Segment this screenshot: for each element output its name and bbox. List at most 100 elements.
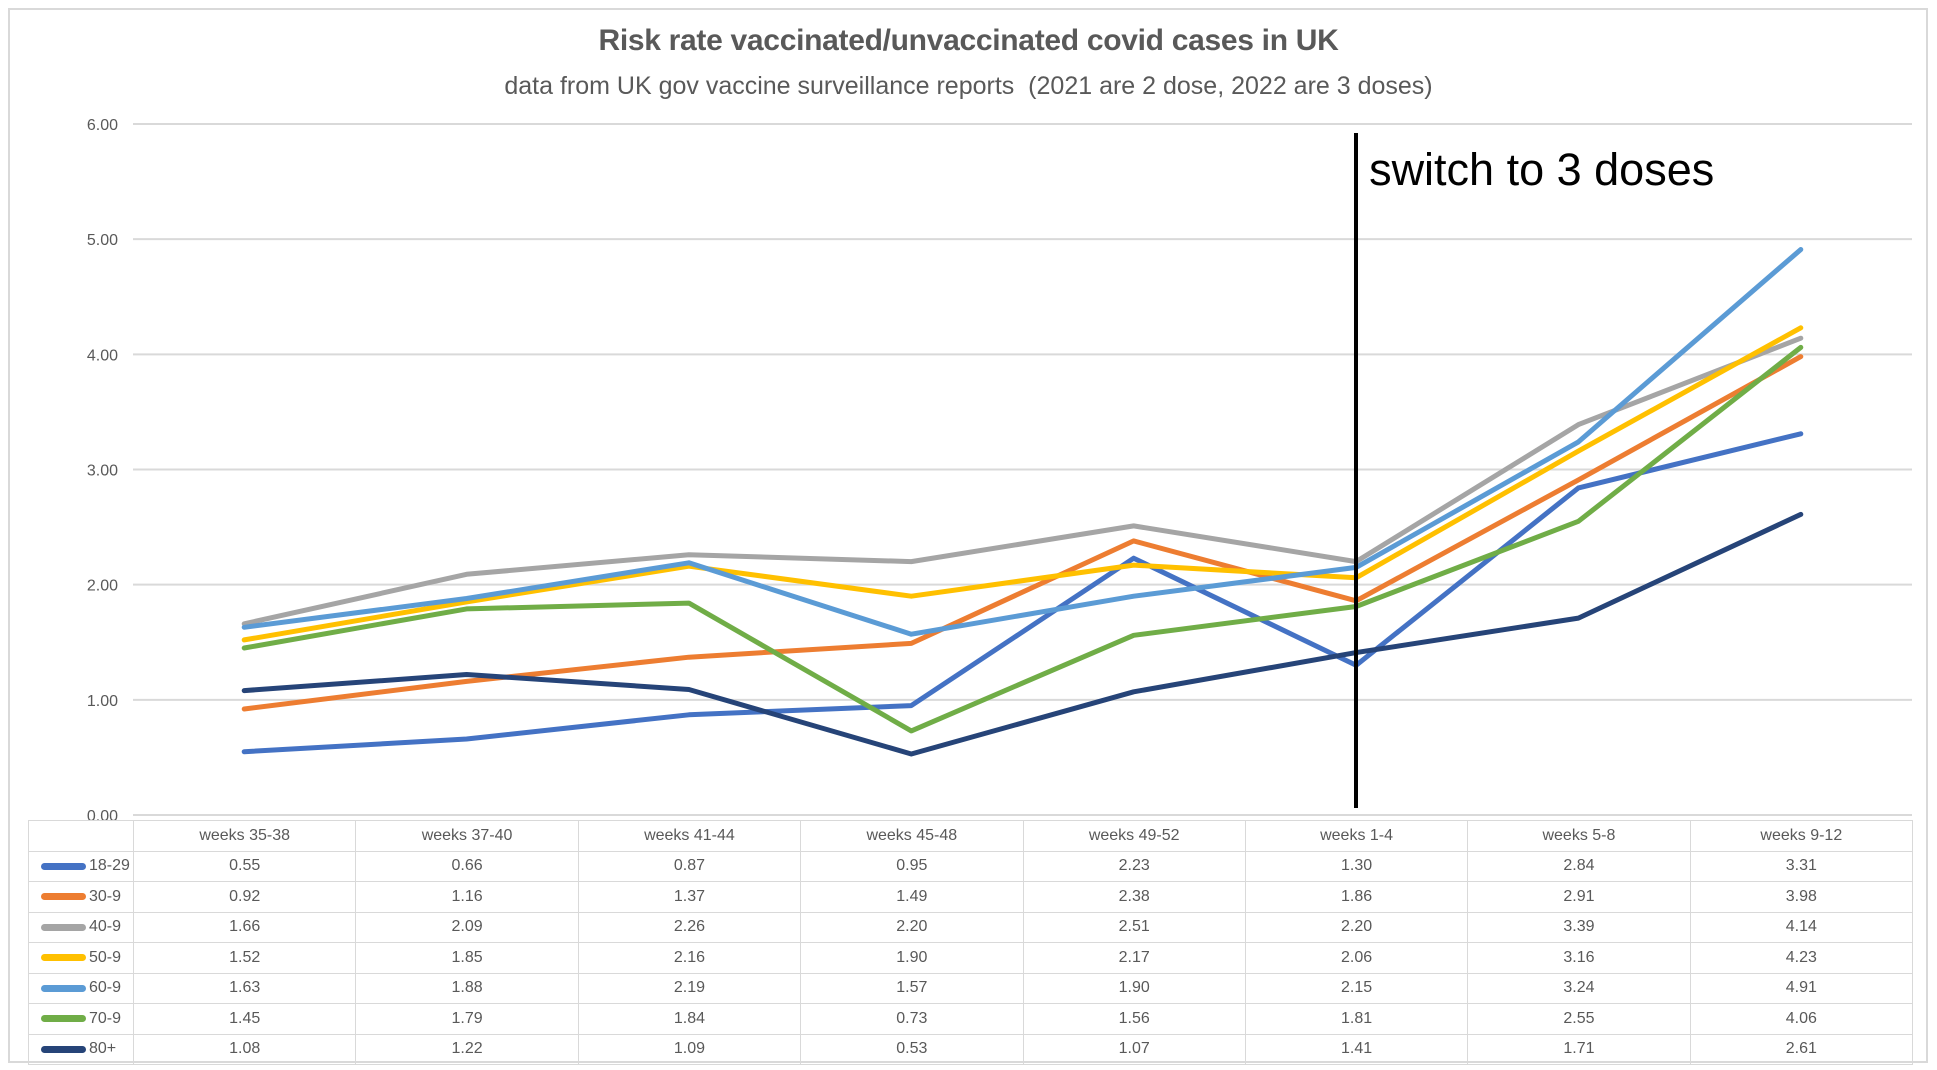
series-label: 30-9 [89, 887, 122, 905]
table-header-row: weeks 35-38 weeks 37-40 weeks 41-44 weeks 4… [28, 820, 1914, 852]
value-cell: 2.84 [1467, 850, 1691, 882]
value-cell: 1.79 [355, 1003, 579, 1035]
y-axis-tick-label: 2.00 [87, 578, 118, 595]
column-header: weeks 37-40 [355, 820, 579, 852]
value-cell: 2.20 [1244, 911, 1469, 943]
column-header: weeks 35-38 [132, 820, 357, 852]
value-cell: 2.51 [1022, 911, 1246, 943]
value-cell: 1.22 [355, 1033, 579, 1065]
series-swatch-icon [41, 1045, 86, 1053]
y-axis-tick-label: 1.00 [87, 693, 118, 710]
value-cell: 0.66 [355, 850, 579, 882]
legend-key-80+: 80+ [28, 1033, 134, 1065]
legend-key-70-9: 70-9 [28, 1003, 134, 1035]
value-cell: 4.14 [1689, 911, 1914, 943]
column-header: weeks 49-52 [1022, 820, 1246, 852]
value-cell: 2.17 [1022, 942, 1246, 974]
value-cell: 0.95 [800, 850, 1024, 882]
value-cell: 3.31 [1689, 850, 1914, 882]
value-cell: 1.84 [577, 1003, 802, 1035]
value-cell: 1.88 [355, 972, 579, 1004]
legend-key-18-29: 18-29 [28, 850, 134, 882]
dose-switch-annotation: switch to 3 doses [1369, 144, 1715, 195]
y-axis-tick-label: 5.00 [87, 232, 118, 249]
column-header: weeks 9-12 [1689, 820, 1914, 852]
table-row: 18-29 0.55 0.66 0.87 0.95 2.23 1.30 2.84 3.31 [28, 850, 1914, 882]
series-line-18-29 [241, 431, 1804, 755]
legend-key-30-9: 30-9 [28, 881, 134, 913]
value-cell: 1.09 [577, 1033, 802, 1065]
value-cell: 1.57 [800, 972, 1024, 1004]
legend-key-50-9: 50-9 [28, 942, 134, 974]
chart-data-table: weeks 35-38 weeks 37-40 weeks 41-44 weeks 4… [28, 820, 1914, 1065]
series-swatch-icon [41, 954, 86, 962]
value-cell: 0.55 [132, 850, 357, 882]
value-cell: 2.91 [1467, 881, 1691, 913]
dose-switch-line [1354, 133, 1359, 808]
column-header: weeks 41-44 [577, 820, 802, 852]
table-row: 80+ 1.08 1.22 1.09 0.53 1.07 1.41 1.71 2.61 [28, 1033, 1914, 1065]
value-cell: 1.56 [1022, 1003, 1246, 1035]
legend-key-60-9: 60-9 [28, 972, 134, 1004]
value-cell: 1.49 [800, 881, 1024, 913]
series-line-50-9 [241, 325, 1804, 643]
value-cell: 2.15 [1244, 972, 1469, 1004]
value-cell: 1.71 [1467, 1033, 1691, 1065]
value-cell: 1.86 [1244, 881, 1469, 913]
value-cell: 1.41 [1244, 1033, 1469, 1065]
value-cell: 1.81 [1244, 1003, 1469, 1035]
value-cell: 2.19 [577, 972, 802, 1004]
series-label: 50-9 [89, 948, 122, 966]
value-cell: 1.85 [355, 942, 579, 974]
table-row: 30-9 0.92 1.16 1.37 1.49 2.38 1.86 2.91 3.98 [28, 881, 1914, 913]
table-row: 60-9 1.63 1.88 2.19 1.57 1.90 2.15 3.24 4.91 [28, 972, 1914, 1004]
value-cell: 2.55 [1467, 1003, 1691, 1035]
value-cell: 4.23 [1689, 942, 1914, 974]
series-swatch-icon [41, 923, 86, 931]
table-row: 70-9 1.45 1.79 1.84 0.73 1.56 1.81 2.55 4.06 [28, 1003, 1914, 1035]
value-cell: 1.45 [132, 1003, 357, 1035]
value-cell: 2.26 [577, 911, 802, 943]
value-cell: 1.52 [132, 942, 357, 974]
value-cell: 0.87 [577, 850, 802, 882]
value-cell: 0.92 [132, 881, 357, 913]
value-cell: 3.98 [1689, 881, 1914, 913]
series-label: 80+ [89, 1040, 117, 1058]
value-cell: 0.53 [800, 1033, 1024, 1065]
legend-key-40-9: 40-9 [28, 911, 134, 943]
table-row: 40-9 1.66 2.09 2.26 2.20 2.51 2.20 3.39 4.14 [28, 911, 1914, 943]
chart-subtitle: data from UK gov vaccine surveillance re… [504, 72, 1433, 100]
value-cell: 1.37 [577, 881, 802, 913]
value-cell: 1.08 [132, 1033, 357, 1065]
chart-title: Risk rate vaccinated/unvaccinated covid … [598, 24, 1339, 57]
y-axis-tick-label: 4.00 [87, 347, 118, 364]
series-swatch-icon [41, 1015, 86, 1023]
series-line-30-9 [241, 354, 1804, 712]
value-cell: 2.23 [1022, 850, 1246, 882]
value-cell: 1.66 [132, 911, 357, 943]
value-cell: 1.63 [132, 972, 357, 1004]
value-cell: 2.09 [355, 911, 579, 943]
value-cell: 1.30 [1244, 850, 1469, 882]
value-cell: 4.91 [1689, 972, 1914, 1004]
y-axis-tick-label: 3.00 [87, 463, 118, 480]
series-swatch-icon [41, 984, 86, 992]
value-cell: 2.61 [1689, 1033, 1914, 1065]
column-header: weeks 45-48 [800, 820, 1024, 852]
series-line-80+ [241, 511, 1804, 757]
series-line-60-9 [241, 247, 1804, 637]
value-cell: 4.06 [1689, 1003, 1914, 1035]
value-cell: 2.06 [1244, 942, 1469, 974]
y-axis-tick-label: 6.00 [87, 117, 118, 134]
table-corner-cell [28, 820, 134, 852]
value-cell: 3.39 [1467, 911, 1691, 943]
value-cell: 2.20 [800, 911, 1024, 943]
series-label: 70-9 [89, 1009, 122, 1027]
table-row: 50-9 1.52 1.85 2.16 1.90 2.17 2.06 3.16 4.23 [28, 942, 1914, 974]
series-swatch-icon [41, 893, 86, 901]
series-label: 40-9 [89, 918, 122, 936]
series-label: 60-9 [89, 979, 122, 997]
value-cell: 2.16 [577, 942, 802, 974]
value-cell: 1.07 [1022, 1033, 1246, 1065]
